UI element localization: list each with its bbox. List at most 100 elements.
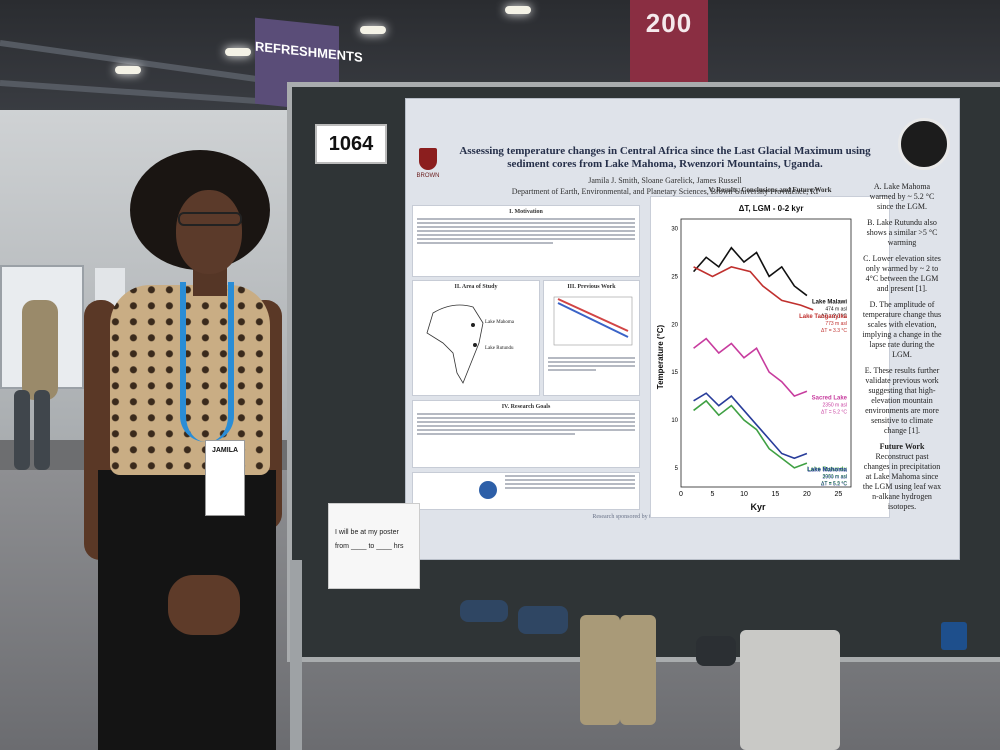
graph-ytick-label: 5 <box>675 466 679 472</box>
series-label: 2350 m asl <box>823 402 847 408</box>
conclusion-e: E. These results further validate previo… <box>864 366 940 435</box>
year-banner: 200 <box>630 0 708 84</box>
map-label-lake-mahoma: Lake Mahoma <box>485 320 515 325</box>
graph-xtick-label: 15 <box>772 491 780 498</box>
visitor-leg <box>620 615 656 725</box>
research-goals-panel: IV. Research Goals <box>412 400 640 468</box>
conclusion-b: B. Lake Rutundu also shows a similar >5 … <box>866 218 938 247</box>
series-label: 773 m asl <box>825 321 847 327</box>
temperature-graph: ΔT, LGM - 0-2 kyr Temperature (°C) Kyr L… <box>650 196 890 518</box>
graph-ylabel: Temperature (°C) <box>656 324 665 389</box>
background-person-leg <box>14 390 30 470</box>
visitor-shoe <box>460 600 508 622</box>
previous-work-panel: III. Previous Work <box>543 280 640 396</box>
temperature-chart-svg: ΔT, LGM - 0-2 kyr Temperature (°C) Kyr L… <box>656 204 852 512</box>
conclusions-column: A. Lake Mahoma warmed by ~ 5.2 °C since … <box>862 182 942 512</box>
series-label: Lake Rutundu <box>807 467 847 473</box>
person-hands <box>168 575 240 635</box>
graph-title: ΔT, LGM - 0-2 kyr <box>739 204 804 213</box>
series-label: ΔT = 5.2 °C <box>821 482 847 488</box>
board-number-card: 1064 <box>315 124 387 164</box>
area-heading: II. Area of Study <box>454 284 498 290</box>
background-person <box>22 300 58 400</box>
availability-note: I will be at my poster from ____ to ____… <box>328 503 420 589</box>
person-face <box>176 190 242 274</box>
poster-title: Assessing temperature changes in Central… <box>459 145 871 170</box>
acknowledgements-panel <box>412 472 640 510</box>
series-label: ΔT = 5.5 °C <box>821 481 847 487</box>
graph-xtick-label: 10 <box>740 491 748 498</box>
series-label: Lake Malawi <box>812 300 847 306</box>
series-line-lake-malawi <box>692 246 808 297</box>
background-person-leg <box>34 390 50 470</box>
note-from: from <box>335 543 349 550</box>
visitor-shoe <box>696 636 736 666</box>
visitor-shoe <box>518 606 568 634</box>
board-number: 1064 <box>328 133 374 155</box>
note-to: to <box>368 543 375 550</box>
ceiling-light <box>505 6 531 14</box>
leadership-alliance-seal-icon <box>898 118 950 170</box>
graph-xtick-label: 25 <box>835 491 843 498</box>
conclusion-a: A. Lake Mahoma warmed by ~ 5.2 °C since … <box>869 182 935 211</box>
series-line-sacred-lake <box>693 337 808 398</box>
person-name-badge: JAMILA <box>205 440 245 516</box>
motivation-panel: I. Motivation <box>412 205 640 277</box>
lapse-rate-plot <box>553 296 633 346</box>
graph-ytick-label: 25 <box>671 274 678 280</box>
graph-ytick-label: 10 <box>671 418 678 424</box>
board-leg <box>290 560 302 750</box>
series-label: 3081 m asl <box>823 474 847 480</box>
person-glasses <box>178 212 242 226</box>
conclusion-d: D. The amplitude of temperature change t… <box>862 300 942 359</box>
series-label: Sacred Lake <box>812 395 848 401</box>
note-line2: from ____ to ____ hrs <box>335 543 404 550</box>
brown-logo: BROWN <box>413 148 443 203</box>
visitor-leg <box>580 615 620 725</box>
series-line-lake-mahoma <box>693 392 808 460</box>
conclusion-c: C. Lower elevation sites only warmed by … <box>863 254 941 293</box>
series-line-lake-rutundu <box>693 399 808 469</box>
series-label: ΔT = 2.0 °C <box>821 314 847 320</box>
series-label: 2990 m asl <box>823 475 847 481</box>
poster-author-names: Jamila J. Smith, Sloane Garelick, James … <box>588 176 742 185</box>
poster-department: Department of Earth, Environmental, and … <box>511 187 819 196</box>
graph-xtick-label: 20 <box>803 491 811 498</box>
series-label: ΔT = 5.2 °C <box>821 409 847 415</box>
ceiling-light <box>225 48 251 56</box>
series-label: ΔT = 3.3 °C <box>821 328 847 334</box>
graph-ytick-label: 15 <box>671 370 678 376</box>
future-work-text: Reconstruct past changes in precipitatio… <box>862 452 942 511</box>
year-banner-label: 200 <box>645 8 693 38</box>
poster-authors: Jamila J. Smith, Sloane Garelick, James … <box>445 175 885 197</box>
brown-shield-icon <box>419 148 437 170</box>
series-label: 474 m asl <box>825 307 847 313</box>
graph-ytick-label: 30 <box>671 227 678 233</box>
previous-work-heading: III. Previous Work <box>567 284 616 290</box>
nsf-logo-icon <box>479 481 497 499</box>
future-work-heading: Future Work <box>879 442 925 451</box>
research-goals-heading: IV. Research Goals <box>501 404 551 410</box>
ceiling-light <box>360 26 386 34</box>
series-label: Lake Tanganyika <box>799 314 848 320</box>
graph-frame <box>680 218 852 488</box>
results-heading: V. Results, Conclusions and Future Work <box>708 186 832 194</box>
ceiling-light <box>115 66 141 74</box>
area-of-study-panel: II. Area of Study Lake Mahoma Lake Rutun… <box>412 280 540 396</box>
visitor-leg <box>740 630 840 750</box>
brown-logo-text: BROWN <box>416 173 440 179</box>
graph-xtick-label: 5 <box>711 491 715 498</box>
graph-ytick-label: 20 <box>671 322 678 328</box>
africa-map: Lake Mahoma Lake Rutundu <box>426 304 515 384</box>
series-line-lake-tanganyika <box>693 266 814 311</box>
graph-xlabel: Kyr <box>750 502 766 512</box>
motivation-heading: I. Motivation <box>509 209 543 215</box>
corner-logo-icon <box>941 622 967 650</box>
note-line1: I will be at my poster <box>335 529 399 536</box>
series-label: Lake Mahoma <box>807 468 847 474</box>
note-hrs: hrs <box>393 543 404 550</box>
badge-name: JAMILA <box>211 447 239 454</box>
map-label-lake-rutundu: Lake Rutundu <box>485 346 514 351</box>
person-lanyard <box>180 282 234 442</box>
graph-xtick-label: 0 <box>679 491 683 498</box>
